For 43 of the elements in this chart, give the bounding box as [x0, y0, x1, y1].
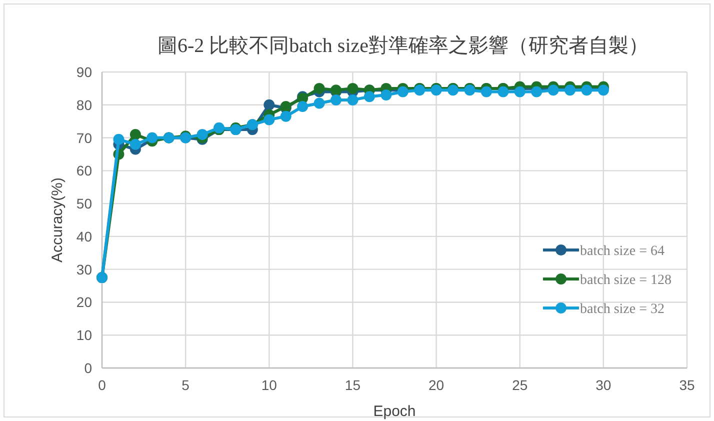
point [347, 94, 358, 106]
y-tick-label: 70 [76, 130, 92, 146]
point [280, 110, 292, 122]
point [196, 128, 208, 140]
y-tick-label: 40 [76, 228, 92, 244]
y-tick-label: 80 [76, 96, 92, 113]
x-tick-label: 20 [428, 377, 444, 393]
point [480, 86, 492, 98]
y-tick-label: 30 [76, 261, 92, 278]
point [531, 86, 542, 98]
point [498, 86, 509, 98]
y-tick-label: 60 [76, 162, 92, 179]
point [113, 134, 124, 145]
y-tick-label: 50 [76, 196, 92, 212]
legend-label: batch size = 32 [580, 302, 664, 317]
chart-title: 圖6-2 比較不同batch size對準確率之影響（研究者自製） [157, 35, 649, 57]
x-tick-label: 10 [261, 377, 278, 393]
point [330, 94, 342, 106]
y-tick-label: 90 [76, 64, 92, 80]
point [314, 82, 325, 94]
y-tick-label: 0 [84, 360, 92, 376]
x-tick-label: 30 [596, 377, 612, 393]
y-tick-label: 10 [76, 327, 92, 344]
y-tick-label: 20 [76, 294, 92, 310]
point [364, 91, 375, 102]
x-axis-title: Epoch [373, 403, 416, 420]
x-tick-label: 35 [679, 377, 695, 393]
point [297, 101, 308, 112]
point [314, 98, 325, 109]
point [347, 82, 358, 94]
legend-label: batch size = 64 [580, 244, 664, 259]
point [380, 90, 392, 101]
x-tick-label: 25 [512, 377, 528, 393]
x-tick-label: 5 [182, 377, 190, 393]
x-tick-label: 15 [344, 377, 361, 393]
point [514, 86, 526, 98]
point [264, 99, 275, 110]
y-axis-title: Accuracy(%) [49, 177, 66, 263]
x-tick-label: 0 [98, 377, 106, 393]
point [130, 128, 141, 140]
legend-label: batch size = 128 [580, 273, 672, 288]
point [130, 138, 141, 150]
point [264, 114, 275, 126]
